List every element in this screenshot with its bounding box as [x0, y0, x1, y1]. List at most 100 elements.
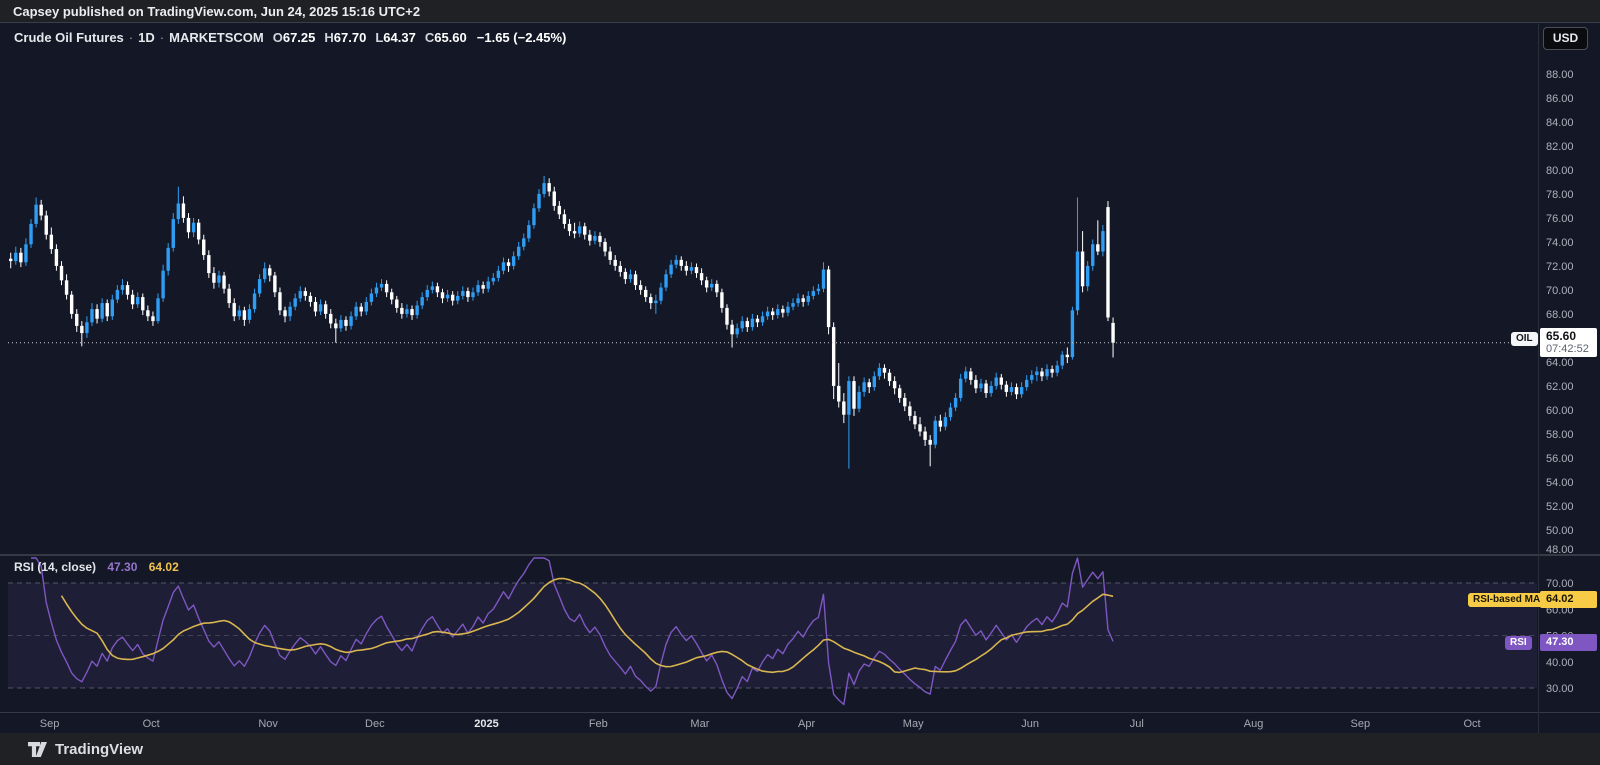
candle-body: [1070, 310, 1075, 358]
price-axis-label: 76.00: [1546, 213, 1574, 225]
candle-body: [588, 234, 592, 241]
candle-body: [740, 321, 744, 329]
candle-body: [450, 294, 455, 301]
candle-body: [313, 301, 318, 312]
rsi-band: [8, 583, 1537, 688]
candle-body: [806, 295, 810, 302]
time-axis-label: Jun: [1021, 718, 1039, 730]
candle-body: [1106, 207, 1110, 318]
candle-body: [547, 183, 551, 192]
time-axis-label: Jul: [1130, 718, 1144, 730]
candle-body: [750, 318, 755, 328]
candle-body: [542, 183, 546, 194]
legend-separator: ·: [159, 30, 165, 45]
candle-body: [323, 304, 328, 314]
candle-body: [461, 291, 465, 296]
rsi-ma-line: [60, 577, 1114, 674]
candle-body: [501, 262, 506, 271]
time-axis-label: 2025: [474, 718, 498, 730]
candle-body: [237, 310, 241, 317]
candle-body: [496, 270, 501, 278]
candle-body: [24, 244, 28, 263]
candle-body: [232, 303, 236, 317]
rsi-axis-label: 30.00: [1546, 683, 1574, 695]
time-axis-label: Feb: [589, 718, 608, 730]
candle-body: [80, 325, 84, 334]
time-axis-label: Mar: [690, 718, 709, 730]
candle-body: [456, 295, 460, 301]
candle-body: [730, 324, 734, 335]
candle-body: [659, 287, 663, 301]
candle-body: [760, 316, 765, 323]
candle-body: [1019, 387, 1024, 395]
candle-body: [1060, 354, 1064, 366]
rsi-indicator-legend: RSI (14, close) 47.30 64.02: [14, 560, 179, 574]
candle-body: [979, 383, 983, 389]
candle-body: [64, 280, 69, 295]
candle-body: [755, 318, 760, 323]
candle-body: [999, 377, 1003, 385]
candle-body: [771, 311, 775, 316]
candle-body: [644, 289, 648, 298]
currency-button[interactable]: USD: [1543, 27, 1588, 50]
candle-body: [293, 298, 297, 307]
candle-body: [303, 291, 308, 296]
candle-body: [466, 291, 470, 298]
candle-body: [49, 234, 54, 250]
time-axis-label: Oct: [1463, 718, 1480, 730]
candle-body: [481, 285, 485, 289]
candle-body: [913, 415, 917, 425]
price-axis-border: [1538, 24, 1539, 733]
candle-body: [390, 292, 394, 300]
candle-body: [227, 288, 231, 304]
candle-body: [217, 275, 221, 283]
price-axis-label: 88.00: [1546, 69, 1574, 81]
candle-body: [1014, 387, 1019, 395]
candle-body: [786, 306, 790, 313]
time-axis-label: Sep: [40, 718, 60, 730]
candle-body: [1065, 354, 1070, 358]
candle-body: [471, 292, 475, 298]
candle-body: [425, 289, 429, 298]
candle-body: [958, 378, 963, 398]
tradingview-footer: TradingView: [0, 733, 1600, 765]
candle-body: [146, 310, 150, 317]
candle-body: [298, 291, 302, 299]
time-axis-label: Nov: [258, 718, 278, 730]
candle-body: [415, 305, 419, 316]
candle-body: [29, 223, 33, 245]
price-axis-label: 78.00: [1546, 189, 1574, 201]
candle-body: [1080, 251, 1085, 287]
candle-body: [837, 385, 841, 402]
candle-body: [273, 275, 277, 293]
candle-body: [410, 309, 414, 316]
candle-body: [283, 310, 287, 317]
candle-body: [1101, 231, 1105, 252]
candle-body: [517, 246, 521, 257]
candle-body: [948, 407, 953, 418]
candle-body: [420, 297, 424, 306]
candle-body: [928, 439, 932, 445]
candle-body: [694, 267, 699, 274]
candle-body: [369, 293, 374, 302]
time-axis-label: Oct: [143, 718, 160, 730]
high-key: H: [324, 30, 334, 45]
candle-body: [440, 292, 445, 299]
candle-body: [247, 309, 252, 320]
candle-body: [34, 204, 38, 224]
tradingview-brand-link[interactable]: TradingView: [55, 740, 144, 758]
candle-body: [638, 285, 643, 290]
candle-body: [9, 258, 13, 262]
candle-body: [69, 294, 74, 314]
candle-body: [44, 215, 48, 235]
candle-body: [161, 270, 165, 299]
rsi-axis-label: 70.00: [1546, 578, 1574, 590]
rsi-ma-current-value: 64.02: [148, 560, 179, 574]
candle-body: [506, 262, 511, 266]
candle-body: [811, 291, 816, 296]
rsi-ma-axis-value: 64.02: [1540, 591, 1597, 608]
candle-body: [674, 259, 678, 265]
candle-body: [151, 316, 155, 322]
candle-body: [212, 273, 216, 283]
